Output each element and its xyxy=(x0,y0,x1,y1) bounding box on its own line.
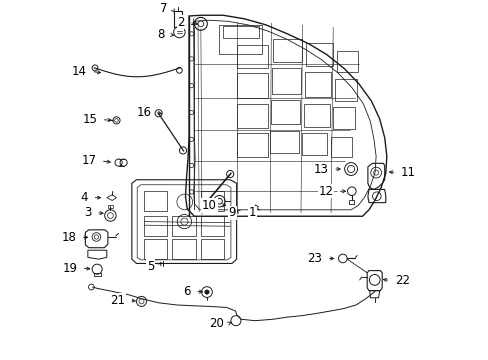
Text: 5: 5 xyxy=(147,260,154,273)
Bar xyxy=(143,191,166,211)
Bar xyxy=(237,45,267,68)
Bar xyxy=(237,104,267,128)
Bar xyxy=(348,200,354,204)
Text: 17: 17 xyxy=(81,154,96,167)
Text: 15: 15 xyxy=(82,113,97,126)
Bar xyxy=(271,100,299,124)
Text: 22: 22 xyxy=(394,274,409,287)
Text: 1: 1 xyxy=(248,206,256,219)
Bar xyxy=(219,25,262,54)
Bar xyxy=(173,10,181,27)
Text: 10: 10 xyxy=(202,199,217,212)
Bar xyxy=(201,191,224,211)
Bar xyxy=(108,205,113,208)
Text: 14: 14 xyxy=(72,65,87,78)
Text: 2: 2 xyxy=(177,16,184,29)
Text: 12: 12 xyxy=(318,185,332,198)
Bar xyxy=(303,104,330,127)
Text: 4: 4 xyxy=(81,191,88,204)
Text: 7: 7 xyxy=(160,2,167,15)
Bar xyxy=(172,216,195,236)
Bar xyxy=(93,273,101,276)
Bar xyxy=(201,239,224,259)
Bar xyxy=(143,239,166,259)
Bar xyxy=(223,26,258,39)
Bar xyxy=(201,216,224,236)
Text: 16: 16 xyxy=(136,106,151,119)
Bar xyxy=(270,131,298,153)
Bar xyxy=(305,43,332,66)
Bar xyxy=(304,72,331,97)
Text: 18: 18 xyxy=(61,231,76,244)
Bar xyxy=(336,51,358,72)
Bar xyxy=(143,216,166,236)
Text: 21: 21 xyxy=(110,294,125,307)
Bar xyxy=(301,133,327,155)
Text: 13: 13 xyxy=(313,162,328,176)
Text: 23: 23 xyxy=(307,252,322,265)
Bar xyxy=(272,68,301,94)
Bar xyxy=(334,78,356,101)
Circle shape xyxy=(107,213,113,219)
Bar xyxy=(273,39,301,62)
Text: 19: 19 xyxy=(62,262,77,275)
Bar xyxy=(237,133,267,157)
Bar xyxy=(332,107,355,129)
Text: 11: 11 xyxy=(400,166,415,179)
Text: 8: 8 xyxy=(158,28,165,41)
Circle shape xyxy=(204,290,209,294)
Text: 20: 20 xyxy=(209,317,224,330)
Text: 9: 9 xyxy=(228,206,235,219)
Text: 6: 6 xyxy=(183,285,190,298)
Bar xyxy=(172,239,195,259)
Text: 3: 3 xyxy=(84,206,92,219)
Bar xyxy=(237,73,267,98)
Bar xyxy=(330,137,351,157)
